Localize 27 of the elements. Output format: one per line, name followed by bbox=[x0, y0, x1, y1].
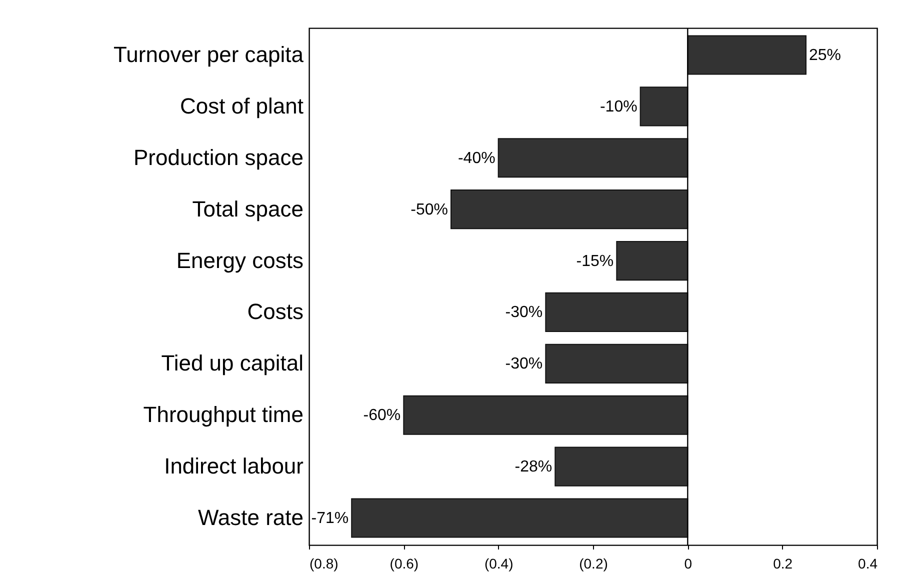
data-label: 25% bbox=[809, 47, 842, 64]
data-label: -71% bbox=[311, 510, 349, 527]
data-label: -60% bbox=[363, 407, 401, 424]
y-tick-label: Production space bbox=[134, 144, 304, 170]
data-label: -50% bbox=[410, 201, 448, 218]
x-tick-label: 0.2 bbox=[773, 556, 793, 572]
y-tick-label: Energy costs bbox=[176, 248, 304, 273]
y-tick-label: Indirect labour bbox=[164, 454, 304, 479]
y-tick-label: Costs bbox=[247, 299, 304, 324]
y-tick-label: Cost of plant bbox=[180, 93, 304, 118]
data-label: -10% bbox=[600, 98, 638, 116]
data-label: -15% bbox=[576, 252, 614, 270]
data-label: -30% bbox=[505, 356, 543, 373]
x-tick-label: (0.8) bbox=[310, 556, 338, 572]
x-tick-label: (0.2) bbox=[579, 556, 608, 572]
y-tick-label: Throughput time bbox=[143, 402, 304, 428]
y-tick-label: Tied up capital bbox=[161, 350, 304, 376]
data-label: -28% bbox=[514, 458, 552, 476]
x-tick-label: 0.4 bbox=[858, 556, 878, 572]
x-tick-label: (0.4) bbox=[484, 556, 514, 572]
data-label: -40% bbox=[458, 150, 496, 167]
data-label: -30% bbox=[505, 304, 543, 322]
y-tick-label: Waste rate bbox=[198, 504, 304, 530]
x-tick-label: 0 bbox=[684, 556, 692, 572]
y-tick-label: Turnover per capita bbox=[114, 42, 304, 68]
x-tick-label: (0.6) bbox=[390, 556, 419, 572]
y-tick-label: Total space bbox=[192, 196, 304, 222]
